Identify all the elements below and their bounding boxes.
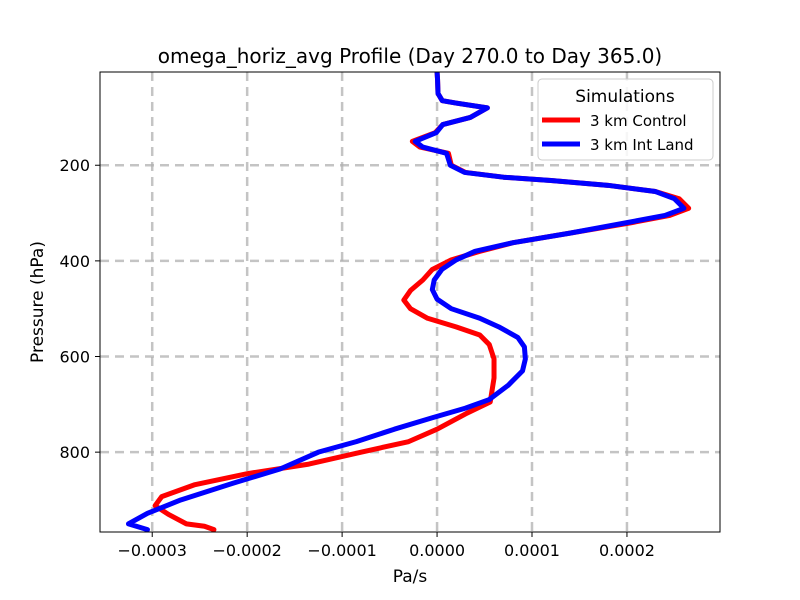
- plot-frame: [99, 71, 721, 533]
- y-axis-label: Pressure (hPa): [28, 241, 48, 363]
- series-layer: [125, 72, 692, 532]
- y-tick-label: 200: [59, 156, 90, 175]
- x-axis-ticks: −0.0003 −0.0002 −0.0001 0.0000 0.0001 0.0002: [118, 532, 655, 560]
- y-tick-label: 400: [59, 252, 90, 271]
- series-line-3-km-int-land: [125, 72, 687, 532]
- x-tick-label: −0.0002: [212, 541, 281, 560]
- x-tick-label: −0.0003: [118, 541, 187, 560]
- x-tick-label: 0.0002: [599, 541, 655, 560]
- legend: Simulations 3 km Control 3 km Int Land: [537, 78, 714, 161]
- y-tick-label: 600: [59, 348, 90, 367]
- legend-title: Simulations: [575, 87, 675, 107]
- legend-label-control: 3 km Control: [590, 112, 687, 130]
- y-tick-label: 800: [59, 443, 90, 462]
- legend-label-int-land: 3 km Int Land: [590, 136, 694, 154]
- x-tick-label: 0.0001: [504, 541, 560, 560]
- x-axis-label: Pa/s: [393, 567, 428, 587]
- chart-title: omega_horiz_avg Profile (Day 270.0 to Da…: [158, 44, 662, 68]
- x-tick-label: −0.0001: [307, 541, 376, 560]
- legend-box: [537, 78, 714, 161]
- x-tick-label: 0.0000: [409, 541, 465, 560]
- y-axis-ticks: 200 400 600 800: [59, 156, 100, 462]
